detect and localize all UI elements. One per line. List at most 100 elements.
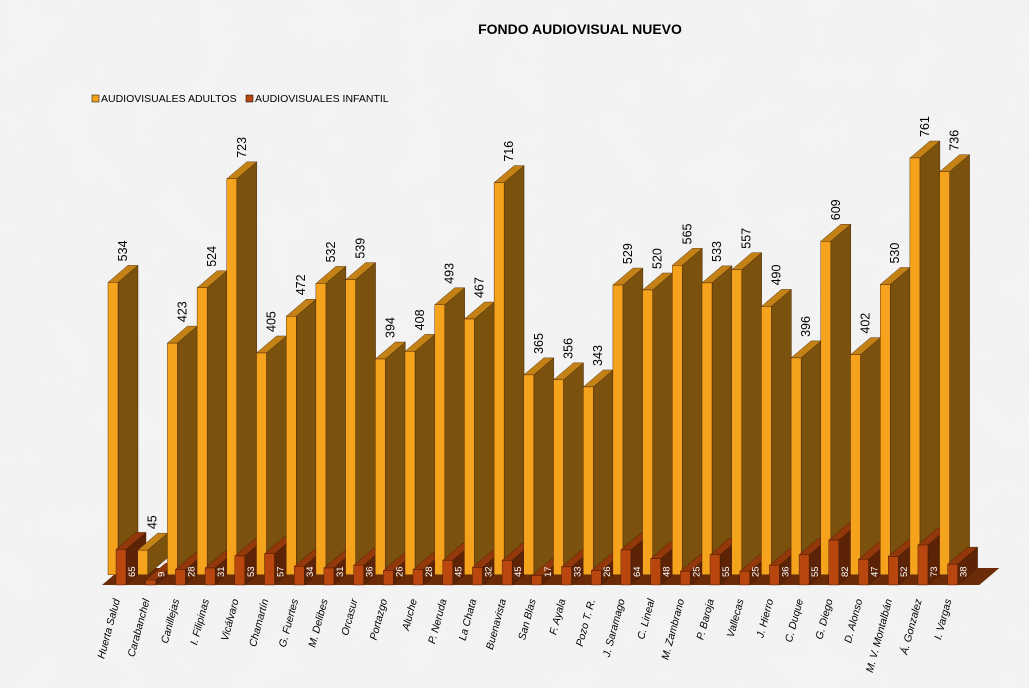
bar xyxy=(858,559,869,586)
bar xyxy=(501,560,513,586)
bar xyxy=(828,539,839,586)
data-label: 36 xyxy=(365,566,376,577)
bar-side xyxy=(385,341,406,576)
bar xyxy=(204,567,216,586)
data-label: 493 xyxy=(443,263,457,284)
data-label: 405 xyxy=(265,311,279,332)
bar-side xyxy=(652,272,673,576)
data-label: 520 xyxy=(651,248,665,269)
data-label: 53 xyxy=(246,566,257,577)
data-label: 48 xyxy=(662,566,673,577)
bar xyxy=(345,279,356,575)
data-label: 26 xyxy=(602,566,613,577)
bar-side xyxy=(414,333,436,576)
data-label: 28 xyxy=(186,566,197,577)
data-label: 38 xyxy=(959,566,970,577)
data-label: 55 xyxy=(721,566,732,577)
bar xyxy=(434,304,445,575)
data-label: 31 xyxy=(216,566,227,577)
data-label: 532 xyxy=(324,242,338,263)
bar-side xyxy=(890,267,911,576)
bar xyxy=(175,569,186,586)
data-label: 723 xyxy=(235,137,249,158)
bar xyxy=(642,289,653,575)
bar xyxy=(798,554,810,586)
bar xyxy=(531,575,542,586)
bar-side xyxy=(117,264,139,576)
bar xyxy=(888,556,899,586)
data-label: 57 xyxy=(276,566,287,577)
bar-side xyxy=(563,362,584,576)
data-label: 45 xyxy=(454,566,465,577)
bar-side xyxy=(177,325,198,576)
data-label: 534 xyxy=(116,240,130,261)
bar-side xyxy=(622,267,644,576)
data-label: 73 xyxy=(929,566,940,577)
bar xyxy=(820,241,831,575)
bar xyxy=(375,358,386,576)
bar xyxy=(523,374,534,575)
data-label: 472 xyxy=(294,274,308,295)
bar xyxy=(680,571,691,586)
data-label: 402 xyxy=(859,313,873,334)
bar xyxy=(612,284,624,576)
bar-side xyxy=(206,270,228,576)
data-label: 524 xyxy=(205,246,219,267)
bar xyxy=(196,287,208,575)
data-label: 467 xyxy=(472,277,486,298)
data-label: 55 xyxy=(810,566,821,577)
legend-label: AUDIOVISUALES INFANTIL xyxy=(255,93,389,105)
bar xyxy=(850,354,861,576)
legend-swatch xyxy=(91,94,100,103)
data-label: 36 xyxy=(780,566,791,577)
bar xyxy=(234,555,246,586)
data-label: 716 xyxy=(502,141,516,162)
data-label: 490 xyxy=(769,265,783,286)
data-label: 365 xyxy=(532,333,546,354)
data-label: 557 xyxy=(740,228,754,249)
bar xyxy=(167,342,178,576)
data-label: 47 xyxy=(870,566,881,577)
bar-side xyxy=(860,337,881,576)
bar-side xyxy=(474,301,495,576)
bar-side xyxy=(444,287,465,576)
bar-side xyxy=(593,369,614,576)
data-label: 609 xyxy=(829,199,843,220)
bar-side xyxy=(325,265,347,576)
bar xyxy=(464,318,475,576)
bar xyxy=(383,570,394,586)
data-label: 26 xyxy=(394,566,405,577)
bar xyxy=(731,269,742,575)
bar xyxy=(226,178,238,576)
legend-swatch xyxy=(245,94,254,103)
bar xyxy=(553,379,564,576)
data-label: 33 xyxy=(573,566,584,577)
data-label: 25 xyxy=(751,566,762,577)
data-label: 343 xyxy=(591,345,605,366)
bar xyxy=(591,570,602,586)
chart-title: FONDO AUDIOVISUAL NUEVO xyxy=(478,21,682,37)
data-label: 34 xyxy=(305,566,316,577)
bar-side xyxy=(919,140,941,576)
bar xyxy=(939,171,950,575)
bar xyxy=(880,284,891,576)
bar xyxy=(256,352,267,576)
bar xyxy=(412,569,424,586)
bar-side xyxy=(771,288,792,576)
data-label: 45 xyxy=(513,566,524,577)
data-label: 530 xyxy=(888,243,902,264)
bar-side xyxy=(949,154,970,576)
bar-side xyxy=(741,252,762,576)
bar-side xyxy=(682,247,703,576)
data-label: 423 xyxy=(175,301,189,322)
bar xyxy=(790,357,802,576)
data-label: 52 xyxy=(899,566,910,577)
legend-label: AUDIOVISUALES ADULTOS xyxy=(101,93,237,105)
data-label: 28 xyxy=(424,566,435,577)
data-label: 82 xyxy=(840,566,851,577)
data-label: 565 xyxy=(680,223,694,244)
data-label: 529 xyxy=(621,243,635,264)
bar xyxy=(561,566,572,586)
bar xyxy=(701,282,713,576)
